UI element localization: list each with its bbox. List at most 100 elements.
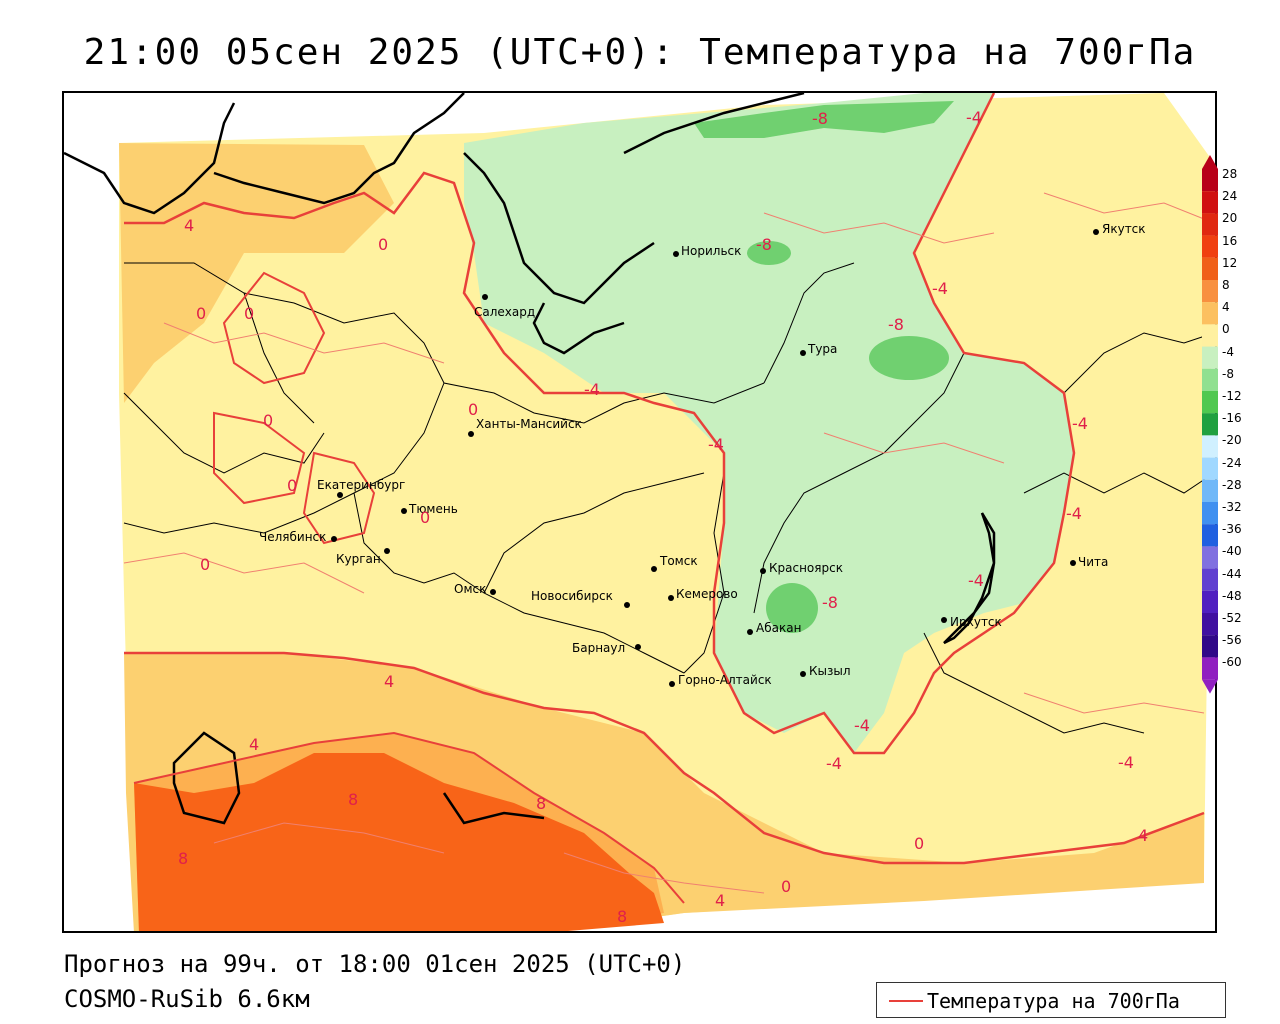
color-scale-tick-label: 28 xyxy=(1222,167,1238,181)
color-scale-tick-label: 4 xyxy=(1222,300,1230,315)
city-markers: Якутск Норильск Салехард Тура Ханты-Манс… xyxy=(259,222,1146,687)
legend-label: Температура на 700гПа xyxy=(927,989,1180,1013)
contour-label: -4 xyxy=(966,108,982,127)
cold-patch-north-coast xyxy=(694,101,954,138)
city-label: Абакан xyxy=(756,621,801,635)
cold-patch-norilsk xyxy=(747,241,791,265)
cold-patch-abakan xyxy=(766,583,818,633)
color-scale-bar: 28 24 20 16 12 8 4 0 -4 -8 -12 -16 -20 -24 -28 -32 -36 -4… xyxy=(1200,155,1280,695)
color-scale-tick-label: -56 xyxy=(1222,633,1242,648)
color-scale-swatch xyxy=(1202,524,1218,547)
color-scale-tick-label: 24 xyxy=(1222,189,1238,204)
contour-label: 0 xyxy=(781,877,791,896)
color-scale-tick-label: -60 xyxy=(1222,655,1242,670)
map-panel[interactable]: Якутск Норильск Салехард Тура Ханты-Манс… xyxy=(62,91,1217,933)
color-scale-swatch xyxy=(1202,635,1218,658)
color-scale-swatch xyxy=(1202,590,1218,613)
contour-label: -4 xyxy=(708,435,724,454)
color-scale-swatch xyxy=(1202,457,1218,480)
contour-label: -8 xyxy=(888,315,904,334)
contour-label: -8 xyxy=(756,235,772,254)
city-label: Чита xyxy=(1078,555,1108,569)
contour-label: -4 xyxy=(1118,753,1134,772)
color-scale-swatch xyxy=(1202,280,1218,303)
city-label: Норильск xyxy=(681,244,741,258)
lake-baikal xyxy=(943,512,996,645)
admin-borders xyxy=(123,262,1215,734)
color-scale-tick-label: -28 xyxy=(1222,477,1242,492)
warm-region-west xyxy=(119,143,394,403)
city-label: Новосибирск xyxy=(531,589,613,603)
contour-label: 4 xyxy=(1138,826,1148,845)
city-label: Тюмень xyxy=(408,502,458,516)
legend-line-swatch xyxy=(889,1000,923,1002)
color-scale-tick-label: 16 xyxy=(1222,233,1238,248)
isotherm-four xyxy=(133,731,685,904)
color-scale-swatch xyxy=(1202,613,1218,636)
color-scale-tick-label: 12 xyxy=(1222,255,1238,270)
temperature-map: Якутск Норильск Салехард Тура Ханты-Манс… xyxy=(64,93,1215,931)
isotherm-thin-lines xyxy=(123,192,1215,894)
color-scale-bottom-arrow xyxy=(1202,679,1218,694)
contour-label: 0 xyxy=(468,400,478,419)
contour-label: 8 xyxy=(536,794,546,813)
color-scale-tick-label: -20 xyxy=(1222,433,1242,448)
city-label: Курган xyxy=(336,552,381,566)
color-scale-tick-label: -32 xyxy=(1222,500,1242,514)
coastline xyxy=(64,93,805,825)
color-scale-tick-label: 8 xyxy=(1222,278,1230,292)
contour-label: 4 xyxy=(715,891,725,910)
color-scale-tick-label: -44 xyxy=(1222,566,1242,581)
contour-label: 0 xyxy=(263,411,273,430)
contour-label: 4 xyxy=(384,672,394,691)
isotherm-inner-west xyxy=(213,271,376,545)
contour-label: 0 xyxy=(200,555,210,574)
model-name: COSMO-RuSib 6.6км xyxy=(64,985,310,1013)
contour-label: 8 xyxy=(348,790,358,809)
color-scale-tick-label: 20 xyxy=(1222,211,1238,226)
color-scale-tick-label: -8 xyxy=(1222,366,1234,381)
color-scale-tick-label: -4 xyxy=(1222,344,1234,359)
contour-label: 0 xyxy=(196,304,206,323)
color-scale-tick-label: 0 xyxy=(1222,322,1230,337)
color-scale-swatch xyxy=(1202,435,1218,458)
city-label: Омск xyxy=(454,582,486,596)
city-label: Екатеринбург xyxy=(317,478,405,492)
color-scale-swatch xyxy=(1202,235,1218,258)
city-label: Кызыл xyxy=(809,664,851,678)
color-scale-swatch xyxy=(1202,346,1218,369)
contour-label: 8 xyxy=(617,907,627,926)
color-scale-tick-label: -36 xyxy=(1222,522,1242,537)
color-scale-swatch xyxy=(1202,213,1218,236)
contour-label: 4 xyxy=(249,735,259,754)
color-scale-tick-label: -16 xyxy=(1222,411,1242,426)
contour-label: -4 xyxy=(584,380,600,399)
city-label: Ханты-Мансийск xyxy=(476,417,582,431)
color-scale-swatch xyxy=(1202,479,1218,502)
city-label: Салехард xyxy=(474,305,535,319)
contour-label: -4 xyxy=(932,279,948,298)
contour-label: 0 xyxy=(914,834,924,853)
cold-patch-tura xyxy=(869,336,949,380)
map-title: 21:00 05сен 2025 (UTC+0): Температура на… xyxy=(83,32,1197,73)
isotherm-warm-boundary xyxy=(124,651,1205,865)
city-label: Якутск xyxy=(1102,222,1146,236)
contour-label: -4 xyxy=(854,716,870,735)
contour-labels: 4 0 0 0 0 0 0 0 -4 -4 -8 -8 -4 -8 -4 -4 … xyxy=(178,108,1148,926)
color-scale-tick-label: -48 xyxy=(1222,588,1242,603)
city-label: Красноярск xyxy=(769,561,843,575)
color-scale-swatch xyxy=(1202,568,1218,591)
color-scale-tick-label: -40 xyxy=(1222,544,1242,559)
contour-label: -4 xyxy=(1066,504,1082,523)
contour-label: -8 xyxy=(822,593,838,612)
color-scale-tick-label: -12 xyxy=(1222,389,1242,403)
contour-label: 0 xyxy=(378,235,388,254)
color-scale-swatch xyxy=(1202,324,1218,347)
color-scale-swatch xyxy=(1202,191,1218,214)
color-scale-swatches xyxy=(1202,155,1218,694)
contour-label: 0 xyxy=(244,304,254,323)
color-scale-tick-label: -24 xyxy=(1222,455,1242,470)
color-scale-swatch xyxy=(1202,391,1218,414)
city-label: Томск xyxy=(659,554,698,568)
city-label: Горно-Алтайск xyxy=(678,673,772,687)
